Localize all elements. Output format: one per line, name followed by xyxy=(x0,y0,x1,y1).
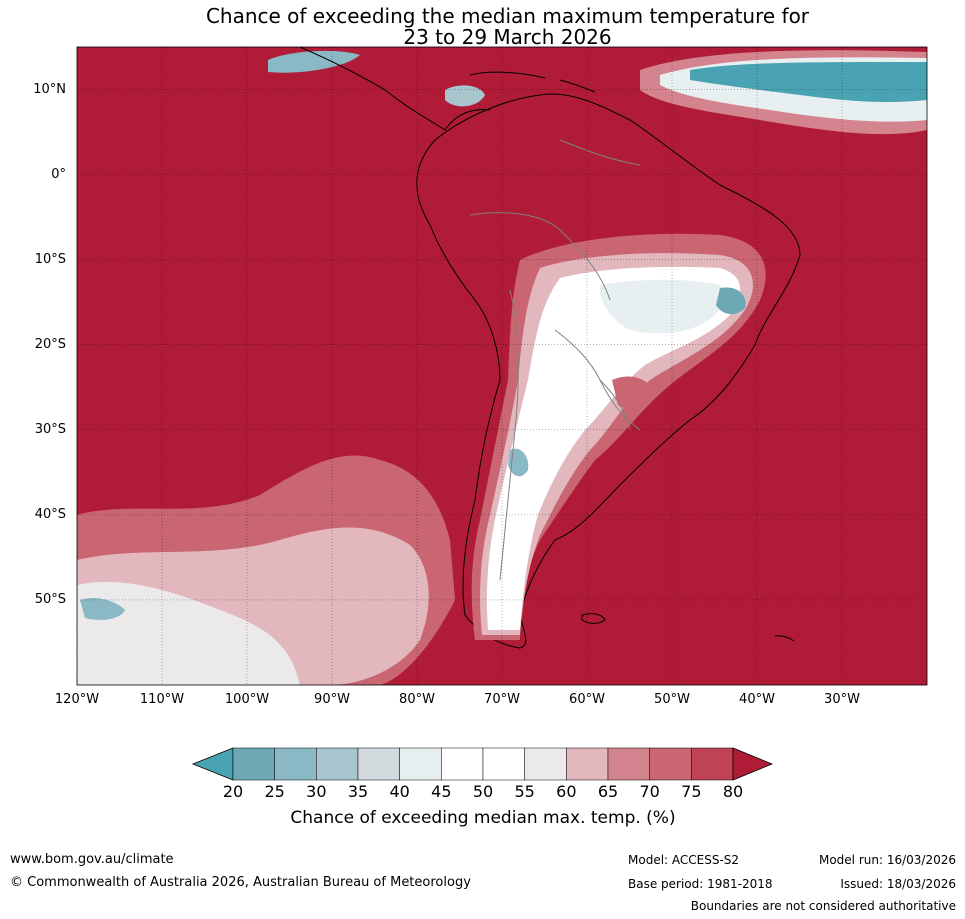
legend-color-cell xyxy=(274,747,317,781)
footer-url: www.bom.gov.au/climate xyxy=(10,852,174,867)
footer-model: Model: ACCESS-S2 xyxy=(628,853,740,867)
pacific-north-patch xyxy=(268,50,360,73)
legend-tick-label: 40 xyxy=(389,782,410,801)
legend-tick-label: 20 xyxy=(222,782,244,801)
legend-tick-label: 60 xyxy=(556,782,577,801)
south-georgia xyxy=(774,635,795,642)
legend-tick-label: 45 xyxy=(431,782,452,801)
atlantic-north-blue xyxy=(690,62,927,103)
legend-color-cell xyxy=(691,747,734,781)
graticule xyxy=(77,47,927,685)
lon-label: 110°W xyxy=(139,692,185,707)
legend-color-cell xyxy=(607,747,650,781)
legend-color-cell xyxy=(566,747,609,781)
caribbean-islands xyxy=(469,71,596,93)
lon-label: 100°W xyxy=(224,692,270,707)
legend-color-cell xyxy=(524,747,567,781)
footer-issued: Issued: 18/03/2026 xyxy=(840,877,956,891)
chart-title: Chance of exceeding the median maximum t… xyxy=(0,6,965,48)
footer-model-run: Model run: 16/03/2026 xyxy=(818,853,956,867)
country-borders xyxy=(469,139,641,581)
legend-tick-label: 70 xyxy=(639,782,660,801)
lon-label: 40°W xyxy=(739,692,775,707)
legend-color-cell xyxy=(316,747,359,781)
lat-label: 10°S xyxy=(34,251,66,267)
legend-tick-label: 65 xyxy=(597,782,619,801)
legend-tick-label: 35 xyxy=(347,782,369,801)
interior-blue-spot-2 xyxy=(508,448,529,477)
legend-colorbar xyxy=(191,747,774,781)
chaco-pink xyxy=(612,376,655,411)
lon-label: 50°W xyxy=(654,692,690,707)
title-line-2: 23 to 29 March 2026 xyxy=(403,25,612,49)
legend-tick-label: 30 xyxy=(306,782,327,801)
legend-color-cell xyxy=(232,747,275,781)
legend-color-cell xyxy=(649,747,692,781)
lat-label: 20°S xyxy=(34,336,66,352)
lat-label: 40°S xyxy=(34,506,66,522)
footer-disclaimer: Boundaries are not considered authoritat… xyxy=(690,899,956,913)
interior-white xyxy=(486,266,741,630)
legend-over-arrow xyxy=(732,747,774,781)
interior-blue-spot xyxy=(716,287,746,315)
lon-label: 120°W xyxy=(54,692,100,707)
lon-label: 80°W xyxy=(399,692,435,707)
footer-base-period: Base period: 1981-2018 xyxy=(628,877,773,891)
legend-color-cell xyxy=(482,747,525,781)
forecast-map: 10°N 0° 10°S 20°S 30°S 40°S 50°S 120°W 110°W 100… xyxy=(33,46,928,707)
lat-label: 0° xyxy=(51,166,66,182)
lat-label: 10°N xyxy=(33,81,66,97)
legend-title: Chance of exceeding median max. temp. (%… xyxy=(290,808,676,828)
lon-label: 90°W xyxy=(314,692,350,707)
lon-label: 60°W xyxy=(569,692,605,707)
footer-copyright: © Commonwealth of Australia 2026, Austra… xyxy=(10,875,471,890)
pacific-blue-patch xyxy=(80,598,125,620)
map-canvas xyxy=(76,46,928,686)
legend-color-cell xyxy=(399,747,442,781)
legend-tick-label: 25 xyxy=(264,782,285,801)
falkland-islands xyxy=(581,613,606,624)
lon-label: 70°W xyxy=(484,692,520,707)
legend-color-cell xyxy=(441,747,484,781)
legend-under-arrow xyxy=(191,747,234,781)
legend-tick-label: 55 xyxy=(514,782,535,801)
interior-pale-grey xyxy=(599,279,724,334)
lon-label: 30°W xyxy=(824,692,860,707)
lat-label: 30°S xyxy=(34,421,66,437)
panama-patch xyxy=(445,85,485,107)
pacific-pale-band xyxy=(77,581,300,685)
legend-tick-label: 80 xyxy=(722,782,744,801)
legend-color-cell xyxy=(357,747,400,781)
title-line-1: Chance of exceeding the median maximum t… xyxy=(205,4,810,28)
central-america-land xyxy=(299,47,491,131)
legend-tick-label: 75 xyxy=(681,782,702,801)
legend-tick-label: 50 xyxy=(472,782,494,801)
lat-label: 50°S xyxy=(34,591,66,607)
map-frame xyxy=(76,46,928,686)
